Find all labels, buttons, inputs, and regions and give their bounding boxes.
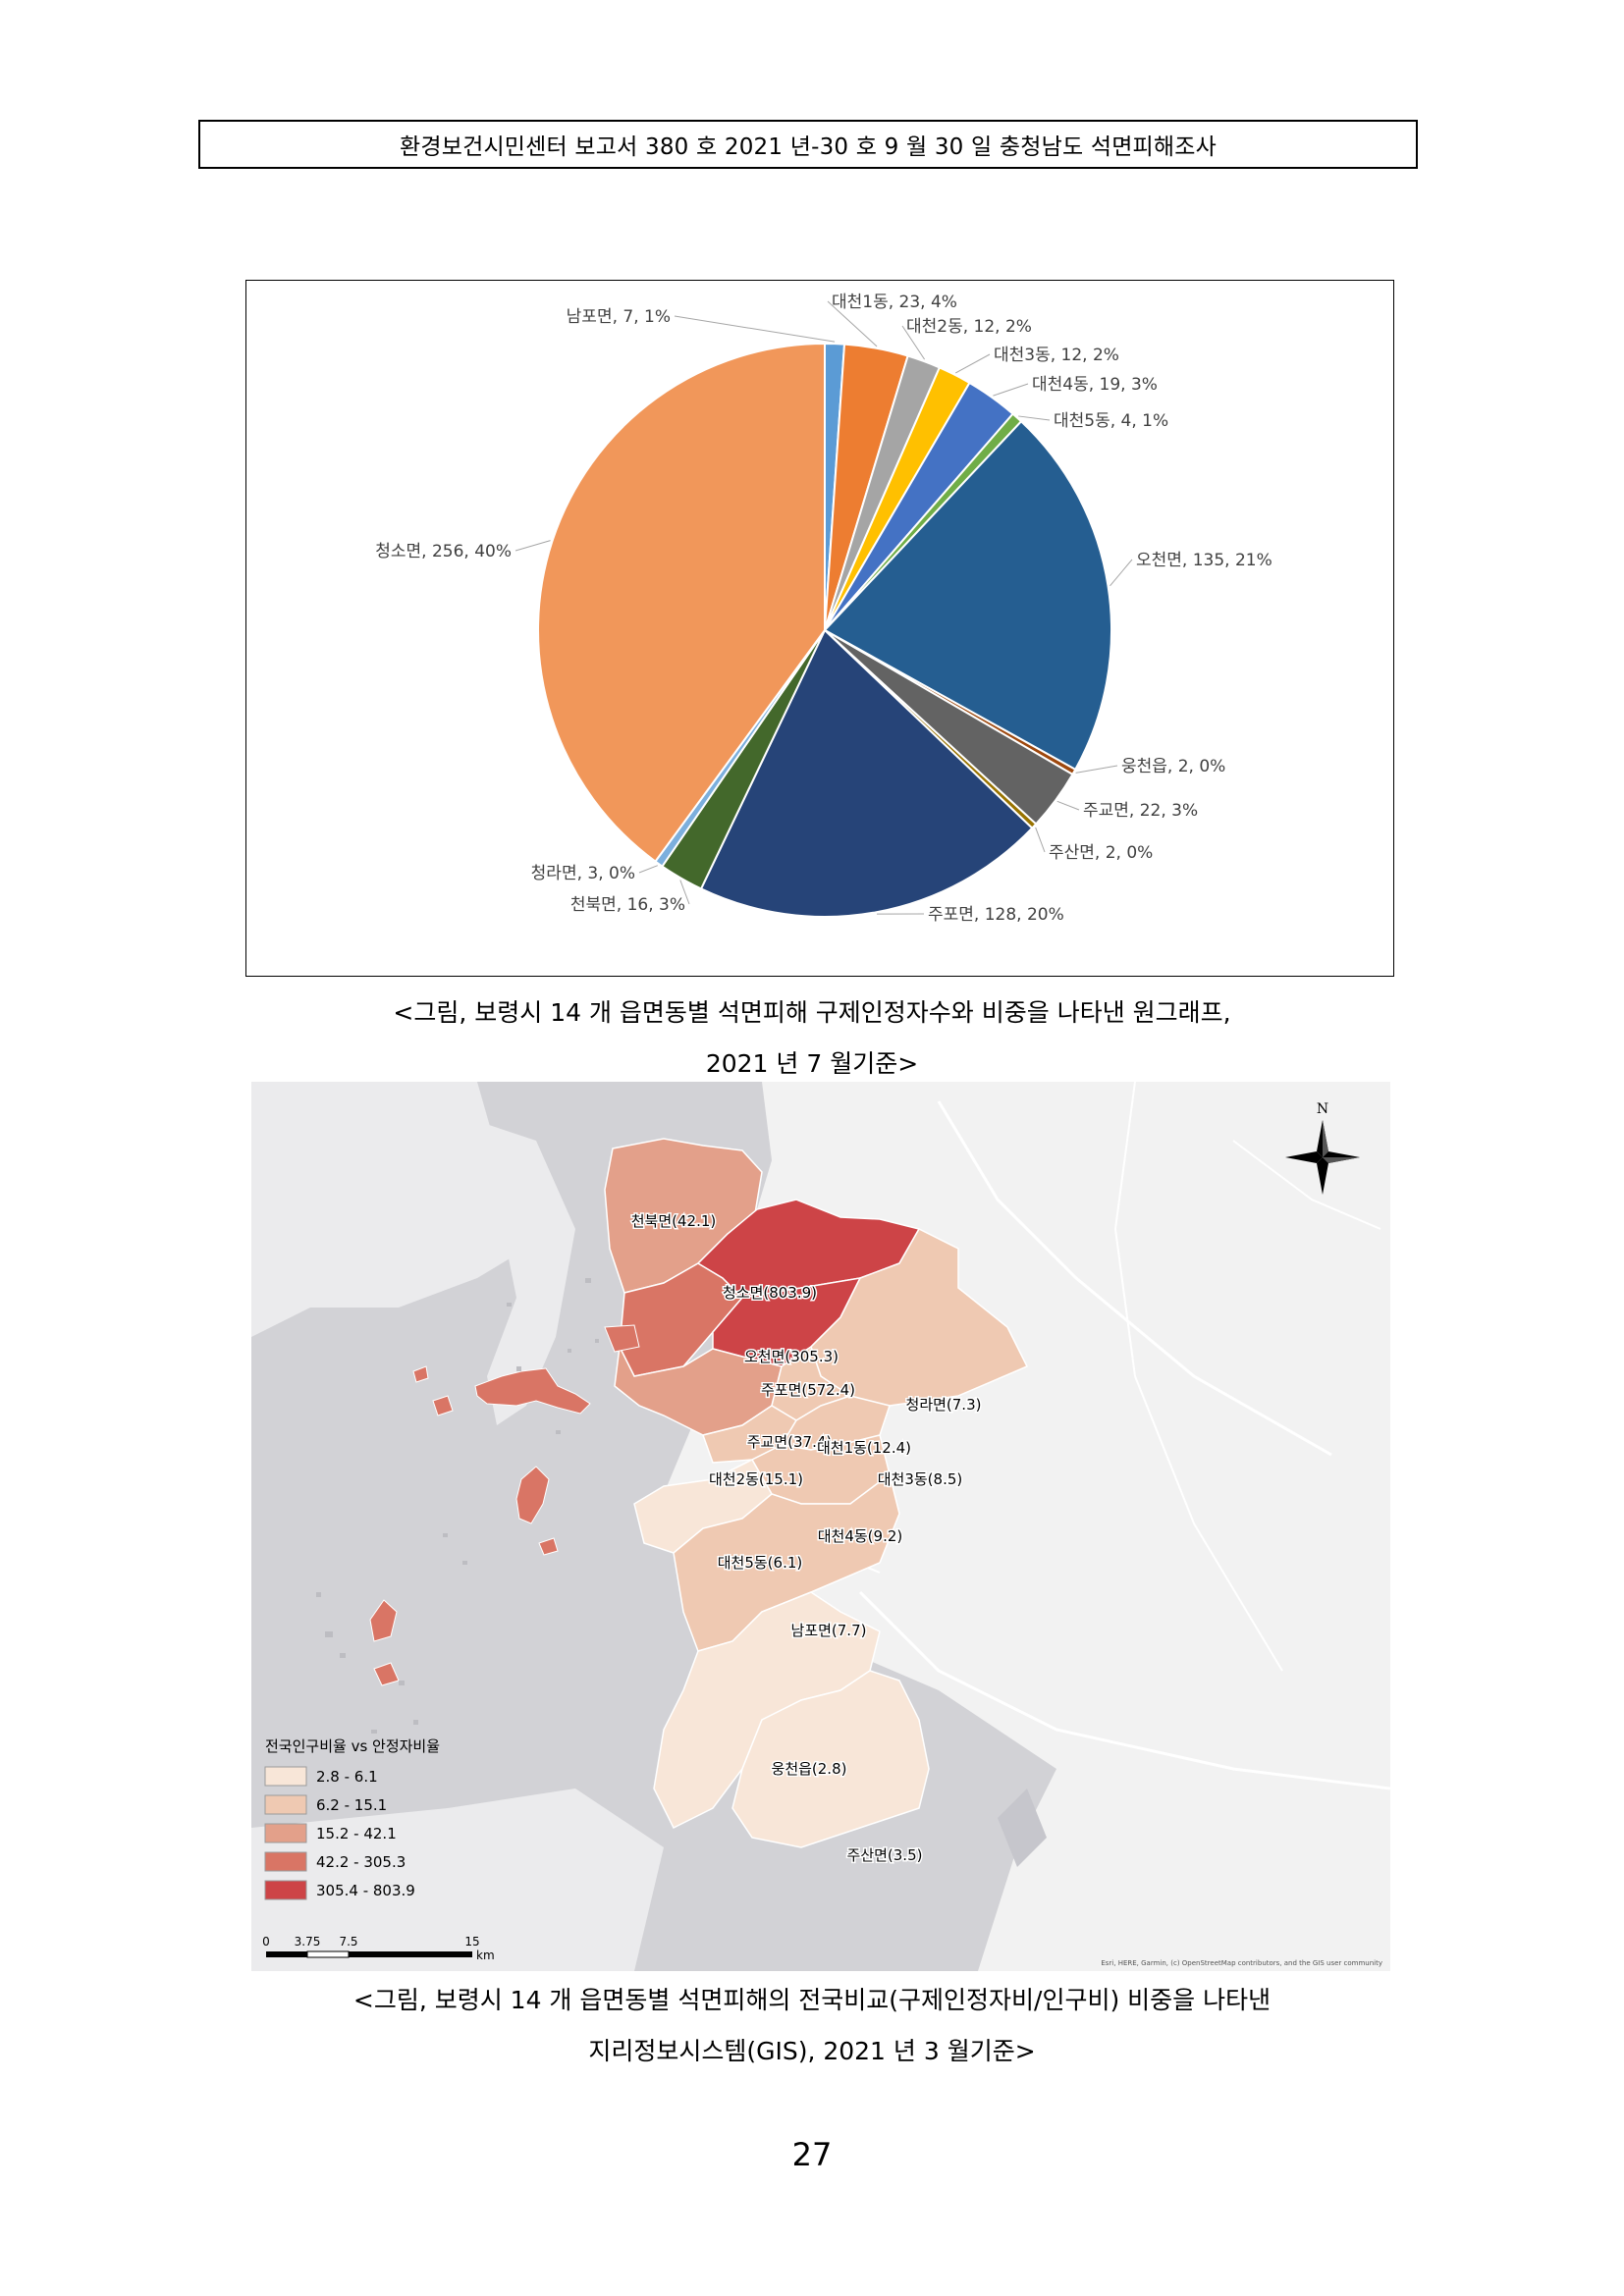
pie-slice-6: [823, 419, 1112, 772]
map-attribution: Esri, HERE, Garmin, (c) OpenStreetMap co…: [1101, 1959, 1382, 1967]
pie-label-9: 주산면, 2, 0%: [1049, 843, 1153, 863]
island-oedo: [604, 1324, 640, 1353]
scale-unit: km: [476, 1949, 495, 1962]
legend-title: 전국인구비율 vs 안정자비율: [265, 1737, 440, 1755]
leader-line-11: [679, 880, 690, 905]
islets: [316, 1278, 599, 1734]
legend-label-0: 2.8 - 6.1: [316, 1768, 378, 1786]
leader-line-2: [901, 325, 926, 360]
leader-line-7: [1075, 765, 1118, 774]
island-small-2: [432, 1395, 454, 1416]
north-label: N: [1317, 1101, 1328, 1117]
map-region-label-2: 오천면(305.3): [744, 1348, 839, 1365]
south-land: [251, 1789, 664, 1971]
north-arrow-icon: [1285, 1120, 1360, 1195]
legend-swatch-2: [264, 1823, 307, 1843]
leader-line-8: [1056, 800, 1080, 811]
legend-label-1: 6.2 - 15.1: [316, 1796, 387, 1814]
pie-caption-line1: <그림, 보령시 14 개 읍면동별 석면피해 구제인정자수와 비중을 나타낸 …: [393, 998, 1231, 1027]
pie-label-3: 대천3동, 12, 2%: [994, 346, 1119, 365]
leader-line-6: [1110, 559, 1133, 587]
pie-label-5: 대천5동, 4, 1%: [1054, 411, 1168, 431]
legend-label-3: 42.2 - 305.3: [316, 1853, 406, 1871]
legend-swatch-0: [264, 1766, 307, 1787]
scale-tick-1: 3.75: [295, 1935, 321, 1949]
leader-line-12: [638, 865, 658, 874]
map-caption-line1: <그림, 보령시 14 개 읍면동별 석면피해의 전국비교(구제인정자비/인구비…: [352, 1986, 1272, 2014]
island-small-4: [412, 1365, 429, 1383]
report-header: 환경보건시민센터 보고서 380 호 2021 년-30 호 9 월 30 일 …: [198, 120, 1418, 169]
legend-label-2: 15.2 - 42.1: [316, 1825, 397, 1842]
peninsula-land: [477, 1121, 575, 1425]
legend-label-4: 305.4 - 803.9: [316, 1882, 415, 1899]
pie-label-13: 청소면, 256, 40%: [375, 542, 512, 561]
map-region-label-13: 주산면(3.5): [847, 1846, 923, 1864]
map-caption-line2: 지리정보시스템(GIS), 2021 년 3 월기준>: [588, 2037, 1036, 2065]
scale-tick-3: 15: [464, 1935, 479, 1949]
gis-map: 천북면(42.1) 청소면(803.9) 오천면(305.3) 주포면(572.4) 청…: [251, 1082, 1390, 1971]
legend-swatch-4: [264, 1880, 307, 1900]
pie-caption-line2: 2021 년 7 월기준>: [705, 1049, 919, 1078]
map-region-label-1: 청소면(803.9): [723, 1284, 817, 1302]
island-hyojado: [369, 1599, 398, 1642]
leader-line-9: [1035, 827, 1046, 853]
leader-line-13: [514, 540, 551, 552]
map-region-label-5: 주교면(37.4): [747, 1433, 833, 1451]
leader-line-5: [1018, 415, 1051, 421]
legend-swatch-3: [264, 1851, 307, 1872]
pie-label-4: 대천4동, 19, 3%: [1032, 375, 1158, 395]
map-region-label-7: 대천2동(15.1): [709, 1470, 803, 1488]
leader-line-1: [827, 300, 878, 347]
pie-chart-frame: 남포면, 7, 1% 대천1동, 23, 4% 대천2동, 12, 2% 대천3동, …: [245, 280, 1394, 977]
report-header-text: 환경보건시민센터 보고서 380 호 2021 년-30 호 9 월 30 일 …: [400, 134, 1217, 160]
scale-tick-0: 0: [262, 1935, 270, 1949]
pie-label-7: 웅천읍, 2, 0%: [1121, 757, 1225, 776]
pie-label-12: 청라면, 3, 0%: [531, 864, 635, 883]
map-region-label-4: 청라면(7.3): [906, 1396, 982, 1414]
map-region-label-6: 대천1동(12.4): [817, 1439, 911, 1457]
pie-label-6: 오천면, 135, 21%: [1136, 551, 1272, 570]
pie-label-2: 대천2동, 12, 2%: [906, 317, 1032, 337]
map-region-label-10: 대천5동(6.1): [718, 1554, 803, 1572]
leader-line-4: [993, 383, 1029, 397]
map-region-label-3: 주포면(572.4): [761, 1381, 855, 1399]
page-number: 27: [791, 2136, 833, 2173]
map-region-label-8: 대천3동(8.5): [878, 1470, 963, 1488]
island-sapsi: [474, 1367, 591, 1415]
pie-label-11: 천북면, 16, 3%: [570, 895, 685, 915]
map-region-label-0: 천북면(42.1): [631, 1212, 717, 1230]
map-region-label-9: 대천4동(9.2): [818, 1527, 903, 1545]
scale-bar: 0 3.75 7.5 15 km: [262, 1935, 494, 1962]
island-small-3: [538, 1537, 559, 1556]
map-legend: 전국인구비율 vs 안정자비율 2.8 - 6.1 6.2 - 15.1 15.2 …: [264, 1737, 440, 1900]
island-wonsan: [515, 1466, 550, 1524]
leader-line-3: [955, 353, 991, 374]
pie-label-8: 주교면, 22, 3%: [1083, 801, 1198, 821]
pie-slice-13: [537, 342, 826, 863]
pie-chart: 남포면, 7, 1% 대천1동, 23, 4% 대천2동, 12, 2% 대천3동, …: [375, 293, 1272, 925]
legend-swatch-1: [264, 1794, 307, 1815]
map-region-label-12: 웅천읍(2.8): [772, 1760, 847, 1778]
leader-line-0: [674, 315, 836, 343]
map-region-label-11: 남포면(7.7): [791, 1622, 867, 1639]
pie-label-1: 대천1동, 23, 4%: [832, 293, 957, 312]
pie-slice-10: [699, 628, 1034, 918]
region-jusan: [731, 1670, 930, 1848]
pie-label-0: 남포면, 7, 1%: [567, 307, 671, 327]
northwest-land: [251, 1082, 546, 1337]
map-canvas: 천북면(42.1) 청소면(803.9) 오천면(305.3) 주포면(572.4) 청…: [251, 1082, 1390, 1971]
scale-tick-2: 7.5: [339, 1935, 357, 1949]
reservoir: [998, 1789, 1047, 1867]
pie-label-10: 주포면, 128, 20%: [928, 905, 1064, 925]
